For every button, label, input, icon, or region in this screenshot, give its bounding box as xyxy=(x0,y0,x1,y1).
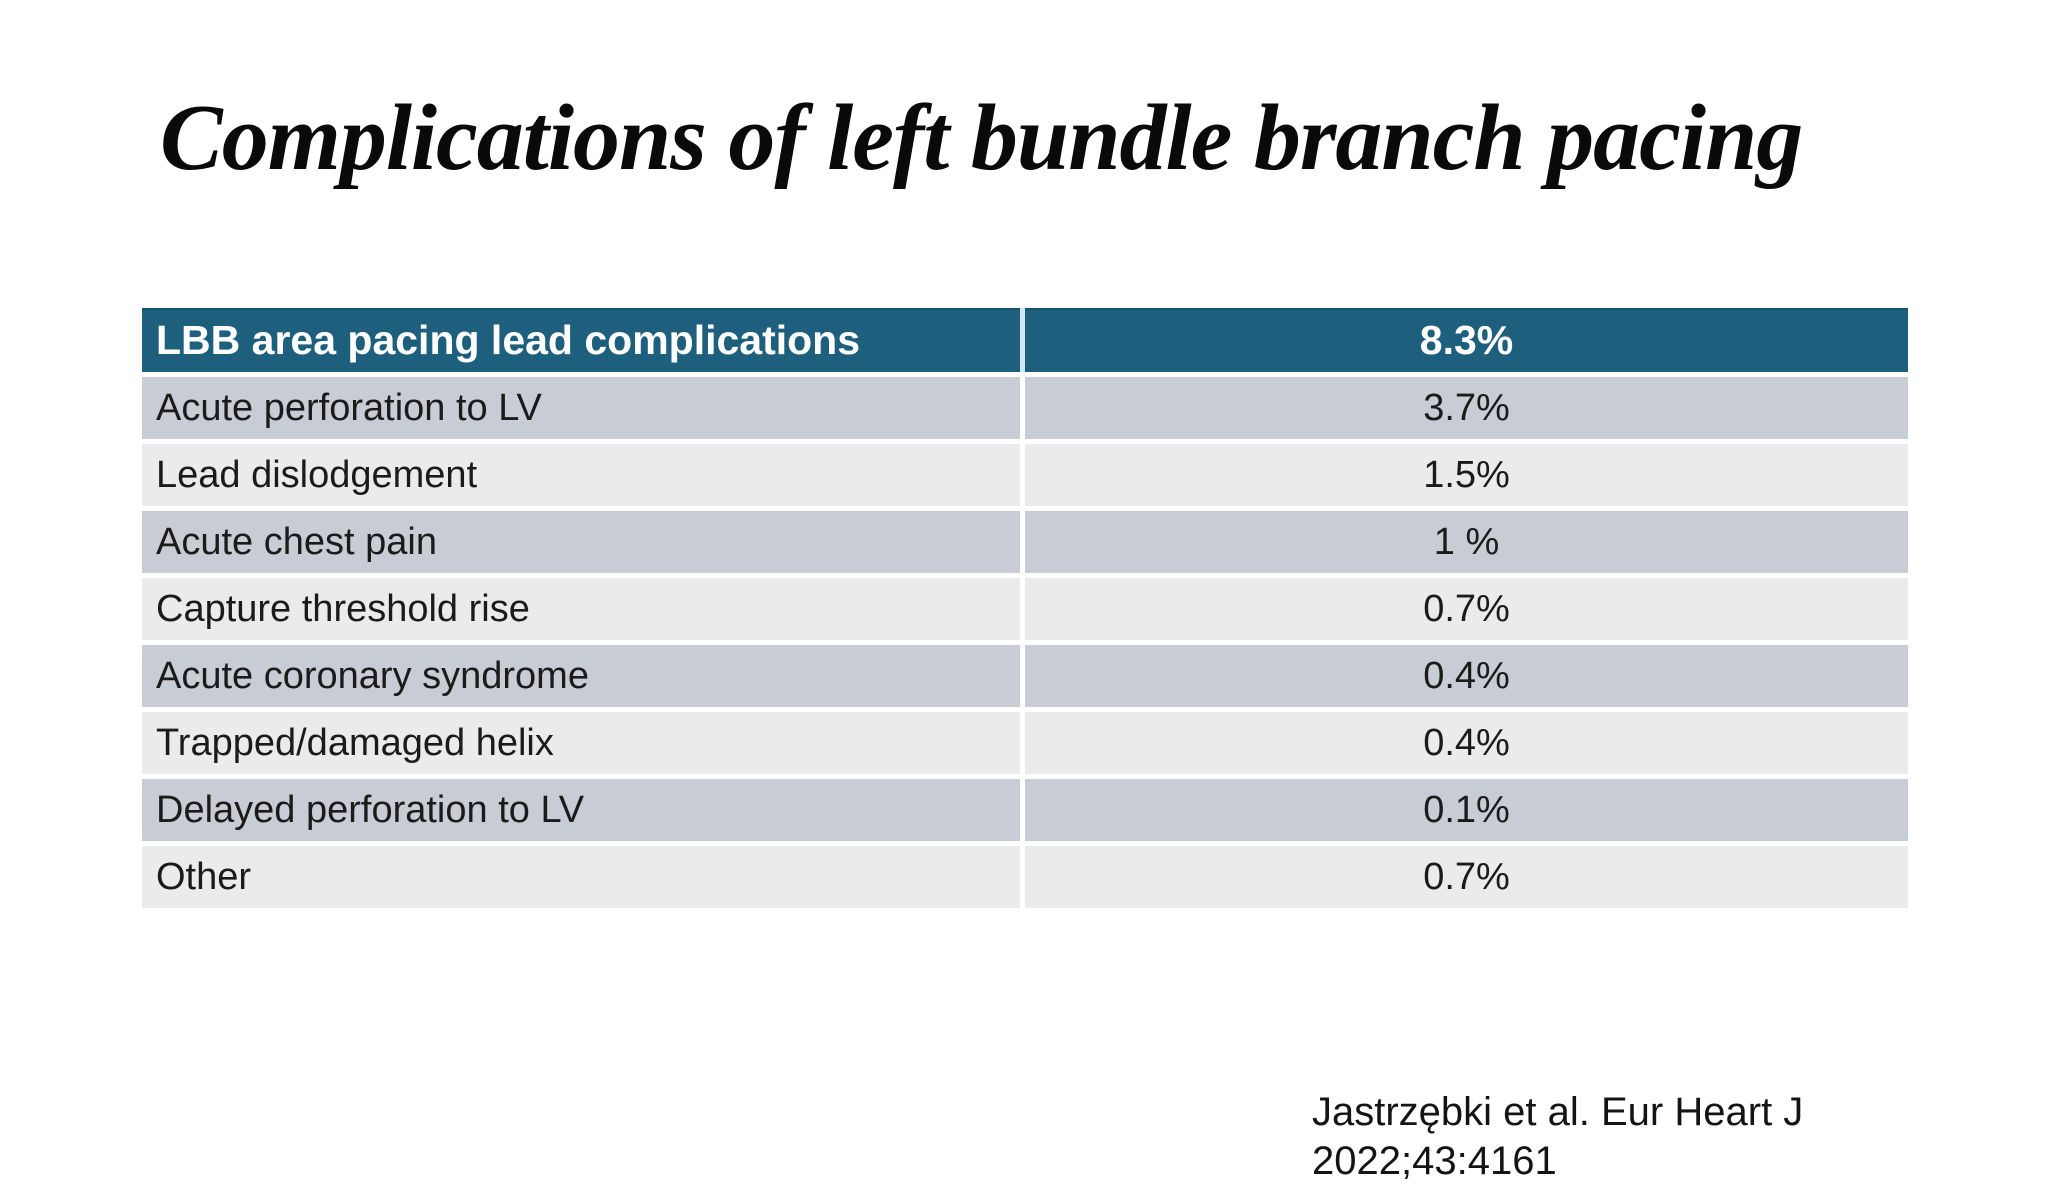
citation-line-2: 2022;43:4161 xyxy=(1312,1139,1557,1183)
complications-table: LBB area pacing lead complications 8.3% … xyxy=(142,308,1908,913)
row-label: Acute coronary syndrome xyxy=(142,645,1020,707)
row-label: Acute perforation to LV xyxy=(142,377,1020,439)
citation-line-1: Jastrzębki et al. Eur Heart J xyxy=(1312,1090,1804,1134)
table-row: Delayed perforation to LV 0.1% xyxy=(142,779,1908,841)
row-value: 0.4% xyxy=(1025,645,1908,707)
row-value: 0.7% xyxy=(1025,846,1908,908)
table-row: Trapped/damaged helix 0.4% xyxy=(142,712,1908,774)
table-header-row: LBB area pacing lead complications 8.3% xyxy=(142,308,1908,372)
row-label: Lead dislodgement xyxy=(142,444,1020,506)
row-value: 0.4% xyxy=(1025,712,1908,774)
row-label: Acute chest pain xyxy=(142,511,1020,573)
table-header-value: 8.3% xyxy=(1025,308,1908,372)
table-row: Other 0.7% xyxy=(142,846,1908,908)
row-value: 1 % xyxy=(1025,511,1908,573)
table-header-label: LBB area pacing lead complications xyxy=(142,308,1020,372)
row-label: Capture threshold rise xyxy=(142,578,1020,640)
row-label: Other xyxy=(142,846,1020,908)
table-row: Acute perforation to LV 3.7% xyxy=(142,377,1908,439)
row-value: 3.7% xyxy=(1025,377,1908,439)
row-value: 0.1% xyxy=(1025,779,1908,841)
row-label: Trapped/damaged helix xyxy=(142,712,1020,774)
citation: Jastrzębki et al. Eur Heart J 2022;43:41… xyxy=(1312,1088,1803,1186)
page-title: Complications of left bundle branch paci… xyxy=(160,86,1803,190)
row-value: 0.7% xyxy=(1025,578,1908,640)
table-row: Acute chest pain 1 % xyxy=(142,511,1908,573)
row-label: Delayed perforation to LV xyxy=(142,779,1020,841)
table-row: Capture threshold rise 0.7% xyxy=(142,578,1908,640)
table-row: Lead dislodgement 1.5% xyxy=(142,444,1908,506)
row-value: 1.5% xyxy=(1025,444,1908,506)
table-row: Acute coronary syndrome 0.4% xyxy=(142,645,1908,707)
